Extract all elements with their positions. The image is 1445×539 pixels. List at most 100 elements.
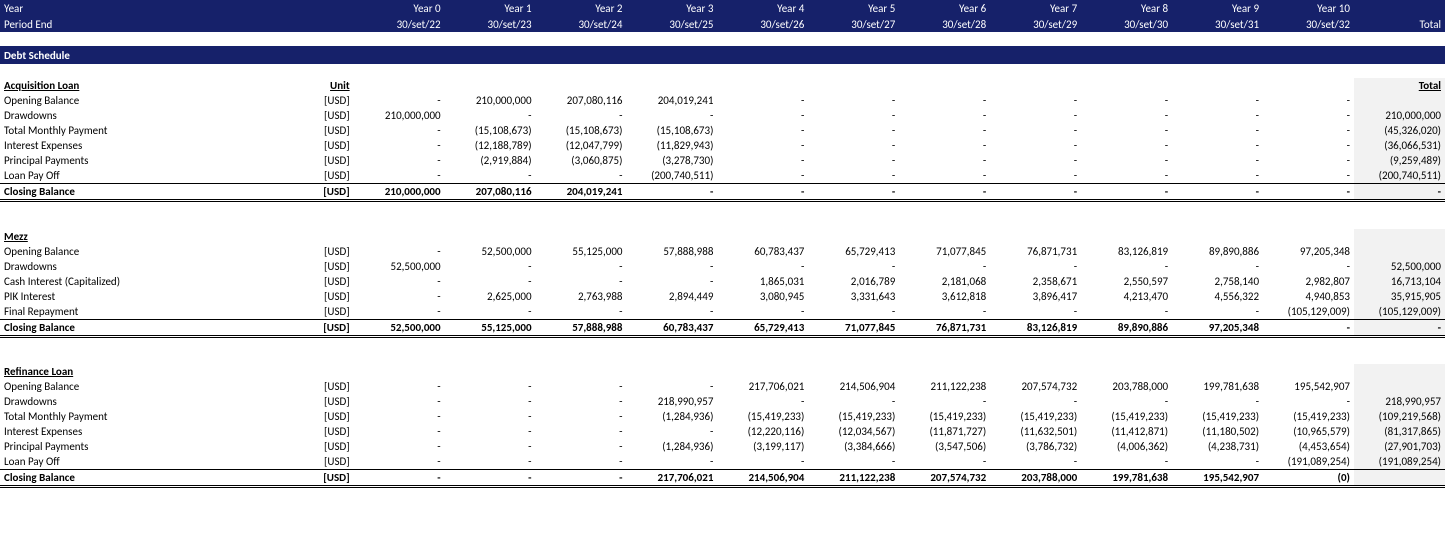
cell-1-3-8: 4,213,470 xyxy=(1081,289,1172,304)
cell-2-1-4: - xyxy=(717,394,808,409)
cell-2-4-6: (3,547,506) xyxy=(899,439,990,454)
cell-0-4-1: (2,919,884) xyxy=(445,153,536,168)
cell-2-2-2: - xyxy=(536,409,627,424)
cell-0-5-9: - xyxy=(1172,168,1263,184)
cell-2-1-9: - xyxy=(1172,394,1263,409)
header-year-3: Year 3 xyxy=(626,0,717,16)
cell-0-5-6: - xyxy=(899,168,990,184)
cell-2-0-6: 211,122,238 xyxy=(899,379,990,394)
cell-1-2-9: 2,758,140 xyxy=(1172,274,1263,289)
cell-1-2-6: 2,181,068 xyxy=(899,274,990,289)
header-date-5: 30/set/27 xyxy=(808,16,899,32)
row-total-2-2: (109,219,568) xyxy=(1354,409,1445,424)
cell-1-3-6: 3,612,818 xyxy=(899,289,990,304)
closing-cell-1-9: 97,205,348 xyxy=(1172,319,1263,336)
closing-total-2 xyxy=(1354,470,1445,487)
cell-0-3-8: - xyxy=(1081,138,1172,153)
row-label-0-1: Drawdowns xyxy=(0,108,273,123)
header-date-1: 30/set/23 xyxy=(445,16,536,32)
header-year-10: Year 10 xyxy=(1263,0,1354,16)
cell-0-2-8: - xyxy=(1081,123,1172,138)
cell-1-4-9: - xyxy=(1172,304,1263,320)
cell-0-0-6: - xyxy=(899,93,990,108)
row-unit: [USD] xyxy=(273,424,354,439)
cell-1-3-7: 3,896,417 xyxy=(990,289,1081,304)
cell-0-1-3: - xyxy=(626,108,717,123)
cell-1-4-10: (105,129,009) xyxy=(1263,304,1354,320)
cell-0-3-6: - xyxy=(899,138,990,153)
cell-1-4-5: - xyxy=(808,304,899,320)
cell-0-0-4: - xyxy=(717,93,808,108)
cell-0-1-7: - xyxy=(990,108,1081,123)
row-total-1-4: (105,129,009) xyxy=(1354,304,1445,320)
cell-1-0-5: 65,729,413 xyxy=(808,244,899,259)
closing-cell-2-5: 211,122,238 xyxy=(808,470,899,487)
closing-cell-0-7: - xyxy=(990,184,1081,201)
cell-2-5-10: (191,089,254) xyxy=(1263,454,1354,470)
cell-0-4-10: - xyxy=(1263,153,1354,168)
cell-1-1-3: - xyxy=(626,259,717,274)
cell-0-3-2: (12,047,799) xyxy=(536,138,627,153)
row-label-1-1: Drawdowns xyxy=(0,259,273,274)
closing-label-2: Closing Balance xyxy=(0,470,273,487)
cell-1-4-4: - xyxy=(717,304,808,320)
cell-0-0-8: - xyxy=(1081,93,1172,108)
closing-cell-2-8: 199,781,638 xyxy=(1081,470,1172,487)
row-unit: [USD] xyxy=(273,259,354,274)
cell-2-4-4: (3,199,117) xyxy=(717,439,808,454)
cell-1-1-1: - xyxy=(445,259,536,274)
cell-0-4-7: - xyxy=(990,153,1081,168)
closing-cell-2-0: - xyxy=(354,470,445,487)
cell-1-0-2: 55,125,000 xyxy=(536,244,627,259)
cell-1-0-10: 97,205,348 xyxy=(1263,244,1354,259)
subsection-title-0: Acquisition Loan xyxy=(0,78,273,93)
closing-cell-2-3: 217,706,021 xyxy=(626,470,717,487)
closing-cell-2-1: - xyxy=(445,470,536,487)
row-label-2-2: Total Monthly Payment xyxy=(0,409,273,424)
header-date-4: 30/set/26 xyxy=(717,16,808,32)
cell-2-1-2: - xyxy=(536,394,627,409)
row-label-0-3: Interest Expenses xyxy=(0,138,273,153)
closing-cell-1-7: 83,126,819 xyxy=(990,319,1081,336)
row-unit: [USD] xyxy=(273,409,354,424)
closing-cell-0-10: - xyxy=(1263,184,1354,201)
cell-0-1-6: - xyxy=(899,108,990,123)
row-label-2-3: Interest Expenses xyxy=(0,424,273,439)
header-year-1: Year 1 xyxy=(445,0,536,16)
cell-2-3-10: (10,965,579) xyxy=(1263,424,1354,439)
header-year-9: Year 9 xyxy=(1172,0,1263,16)
cell-2-2-8: (15,419,233) xyxy=(1081,409,1172,424)
closing-total-0: - xyxy=(1354,184,1445,201)
cell-1-3-1: 2,625,000 xyxy=(445,289,536,304)
header-date-6: 30/set/28 xyxy=(899,16,990,32)
cell-0-2-10: - xyxy=(1263,123,1354,138)
cell-0-5-10: - xyxy=(1263,168,1354,184)
cell-0-3-5: - xyxy=(808,138,899,153)
debt-schedule-table: YearYear 0Year 1Year 2Year 3Year 4Year 5… xyxy=(0,0,1445,488)
row-unit: [USD] xyxy=(273,153,354,168)
cell-0-5-4: - xyxy=(717,168,808,184)
cell-1-2-5: 2,016,789 xyxy=(808,274,899,289)
cell-2-5-9: - xyxy=(1172,454,1263,470)
cell-1-1-6: - xyxy=(899,259,990,274)
cell-2-5-3: - xyxy=(626,454,717,470)
cell-1-1-0: 52,500,000 xyxy=(354,259,445,274)
cell-1-0-9: 89,890,886 xyxy=(1172,244,1263,259)
cell-2-0-4: 217,706,021 xyxy=(717,379,808,394)
closing-cell-1-3: 60,783,437 xyxy=(626,319,717,336)
row-unit: [USD] xyxy=(273,274,354,289)
cell-2-1-1: - xyxy=(445,394,536,409)
cell-1-0-0: - xyxy=(354,244,445,259)
closing-cell-0-1: 207,080,116 xyxy=(445,184,536,201)
cell-0-1-0: 210,000,000 xyxy=(354,108,445,123)
cell-0-2-1: (15,108,673) xyxy=(445,123,536,138)
closing-cell-2-6: 207,574,732 xyxy=(899,470,990,487)
cell-2-5-5: - xyxy=(808,454,899,470)
cell-1-2-4: 1,865,031 xyxy=(717,274,808,289)
cell-2-4-0: - xyxy=(354,439,445,454)
row-total-1-1: 52,500,000 xyxy=(1354,259,1445,274)
cell-2-3-9: (11,180,502) xyxy=(1172,424,1263,439)
cell-2-2-10: (15,419,233) xyxy=(1263,409,1354,424)
cell-2-4-1: - xyxy=(445,439,536,454)
row-label-2-5: Loan Pay Off xyxy=(0,454,273,470)
